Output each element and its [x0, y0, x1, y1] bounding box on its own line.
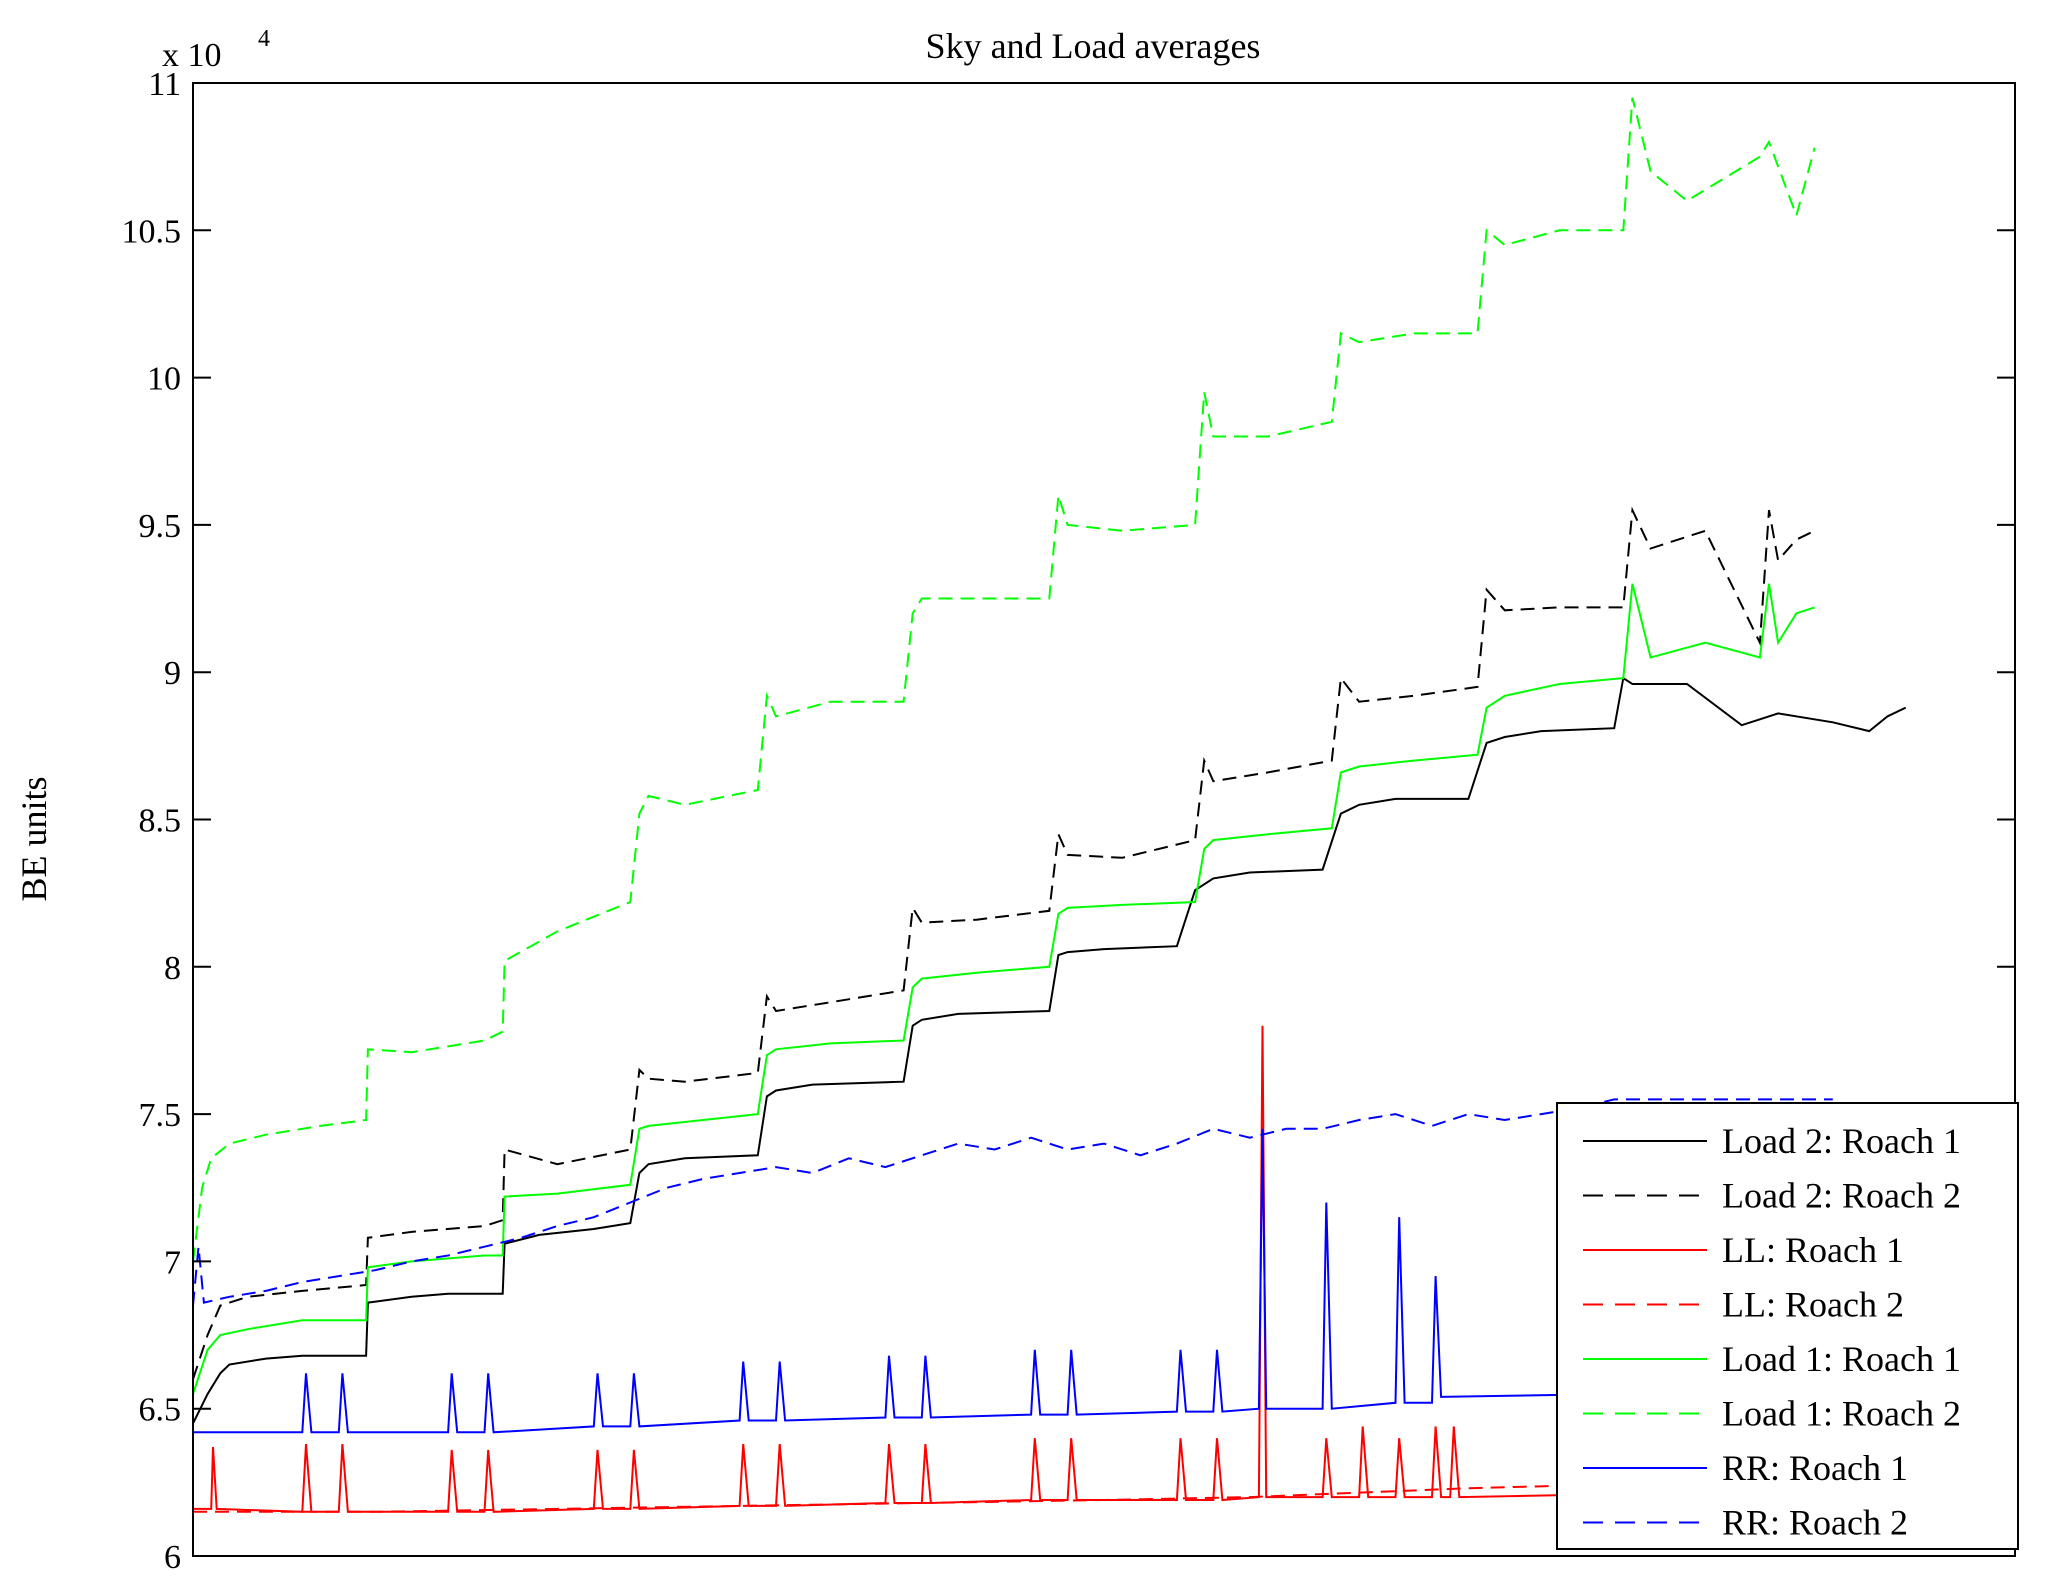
legend-label-7: RR: Roach 1	[1722, 1448, 1908, 1488]
axes-group: 6 6.5 7 7.5 8 8.5 9 9.5 10 10.5 11	[122, 66, 2016, 1576]
series-line-8	[192, 1098, 1833, 1306]
legend-label-6: Load 1: Roach 2	[1722, 1394, 1961, 1434]
legend: Load 2: Roach 1 Load 2: Roach 2 LL: Roach …	[1556, 1102, 2019, 1550]
legend-label-1: Load 2: Roach 1	[1722, 1121, 1961, 1161]
y-tick-label: 6.5	[139, 1392, 182, 1429]
y-tick-label: 7.5	[139, 1097, 182, 1134]
y-tick-label: 8	[164, 950, 181, 987]
y-exponent-label: x 10	[162, 37, 222, 74]
y-tick-label: 8.5	[139, 803, 182, 840]
y-axis-label: BE units	[14, 776, 54, 901]
y-tick-label: 10.5	[122, 213, 182, 250]
y-tick-label: 9.5	[139, 508, 182, 545]
series-line-6	[192, 97, 1816, 1262]
legend-box	[1556, 1102, 2019, 1550]
chart-title: Sky and Load averages	[926, 26, 1261, 66]
y-exponent-power: 4	[258, 26, 270, 52]
y-tick-label: 6	[164, 1539, 181, 1576]
legend-label-4: LL: Roach 2	[1722, 1285, 1904, 1325]
legend-label-2: Load 2: Roach 2	[1722, 1176, 1961, 1216]
series-line-2	[192, 506, 1816, 1380]
series-line-7	[193, 1128, 1906, 1434]
legend-label-8: RR: Roach 2	[1722, 1503, 1908, 1543]
y-tick-label: 11	[148, 66, 181, 103]
series-line-1	[192, 676, 1907, 1424]
legend-label-5: Load 1: Roach 1	[1722, 1339, 1961, 1379]
series-line-5	[192, 583, 1815, 1395]
y-tick-label: 9	[164, 655, 181, 692]
y-tick-label: 10	[147, 361, 181, 398]
legend-label-3: LL: Roach 1	[1722, 1230, 1904, 1270]
y-tick-label: 7	[164, 1244, 181, 1281]
